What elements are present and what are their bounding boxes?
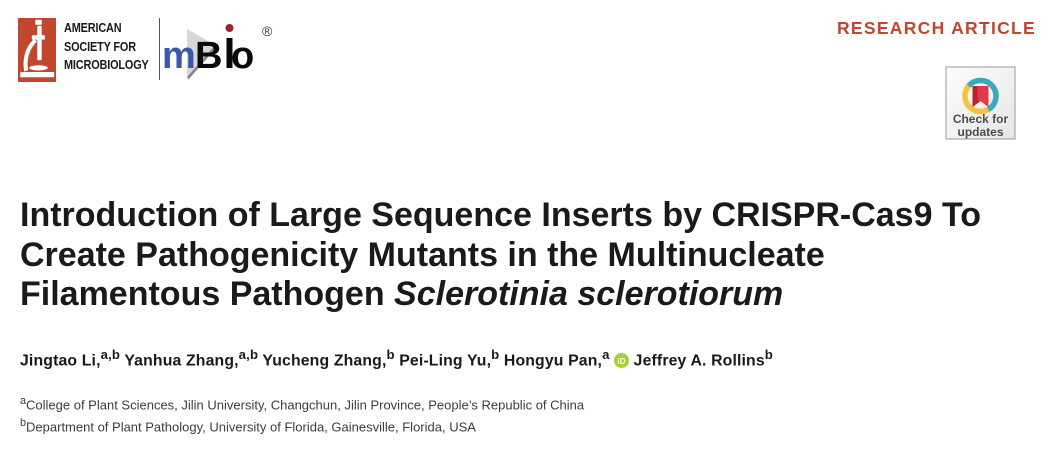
svg-text:®: ® — [262, 23, 273, 39]
svg-text:m: m — [162, 35, 196, 77]
svg-text:iD: iD — [617, 356, 625, 365]
svg-text:B: B — [195, 35, 222, 77]
svg-text:updates: updates — [957, 125, 1003, 139]
svg-text:o: o — [231, 35, 254, 77]
svg-text:Check for: Check for — [953, 112, 1009, 126]
